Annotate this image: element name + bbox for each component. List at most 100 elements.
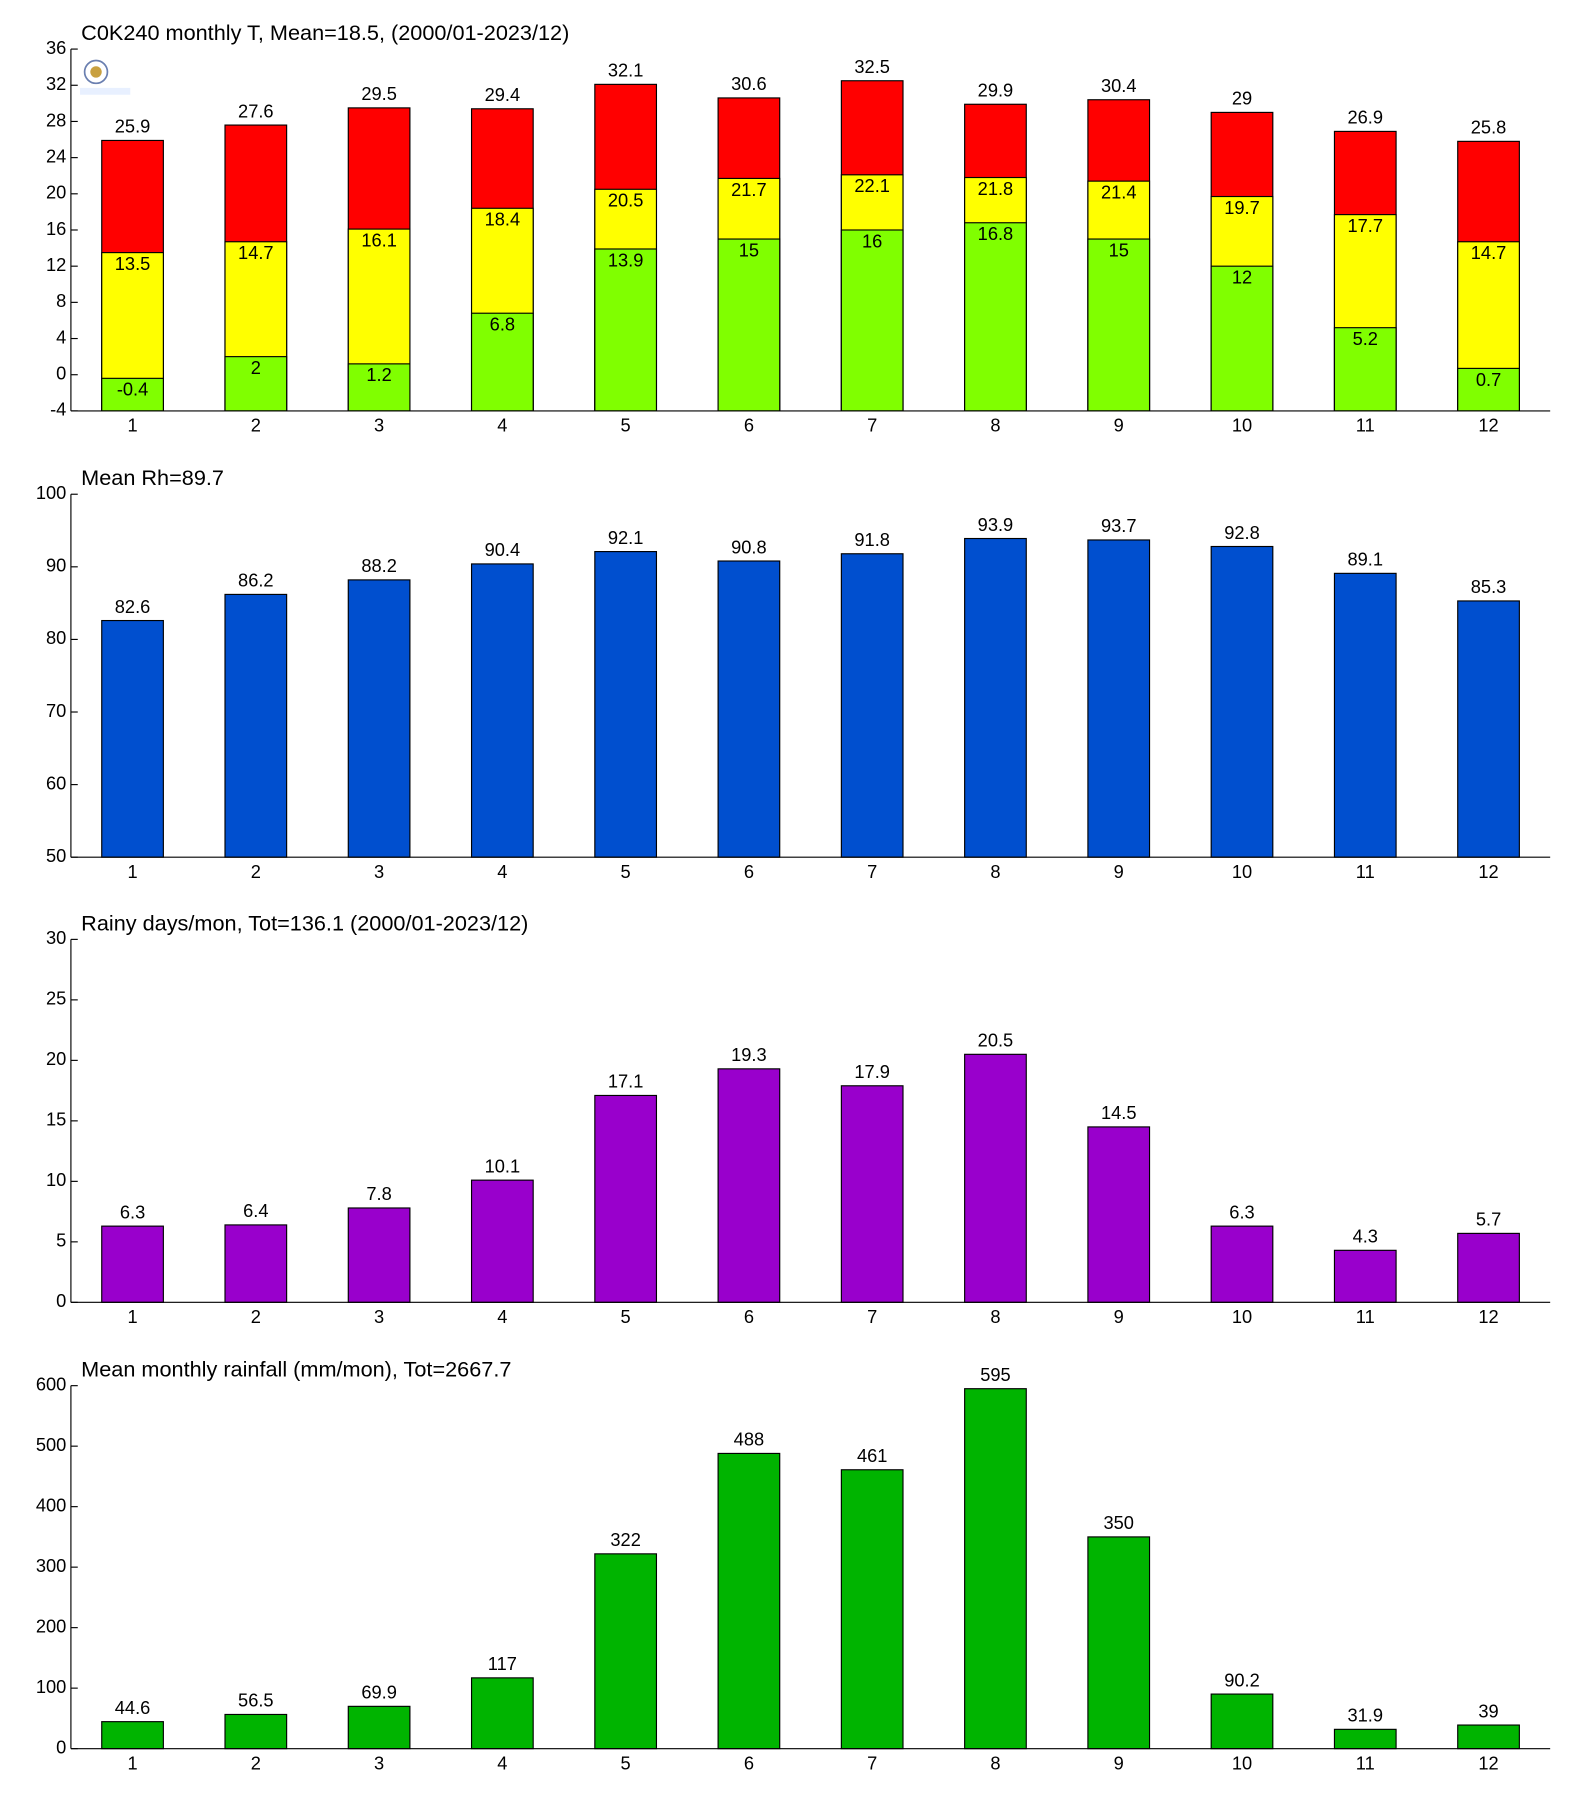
value-label: 93.7 — [1101, 515, 1137, 536]
x-tick-label: 9 — [1114, 1752, 1124, 1773]
x-tick-label: 1 — [127, 1752, 137, 1773]
x-tick-label: 3 — [374, 861, 384, 882]
bar — [1457, 1232, 1520, 1303]
bar — [717, 1068, 781, 1303]
value-label: 32.5 — [854, 56, 890, 77]
value-label: 15 — [1109, 239, 1129, 260]
x-tick-label: 3 — [374, 1306, 384, 1327]
x-tick-label: 4 — [497, 1752, 507, 1773]
x-tick-label: 12 — [1478, 1306, 1498, 1327]
value-label: 29.9 — [978, 80, 1014, 101]
value-label: 85.3 — [1471, 576, 1507, 597]
y-tick-label: 15 — [46, 1109, 66, 1130]
bar — [594, 1553, 658, 1750]
bar — [594, 1094, 658, 1303]
bar — [964, 537, 1027, 858]
x-tick-label: 4 — [497, 861, 507, 882]
value-label: 32.1 — [608, 60, 644, 81]
bar — [224, 1224, 288, 1303]
value-label: 322 — [610, 1529, 640, 1550]
y-tick-label: 400 — [36, 1494, 66, 1515]
value-label: 14.5 — [1101, 1102, 1137, 1123]
value-label: 30.6 — [731, 73, 767, 94]
y-tick-label: 36 — [46, 37, 66, 58]
bar — [470, 312, 534, 412]
value-label: 21.7 — [731, 179, 767, 200]
y-tick-label: 500 — [36, 1434, 66, 1455]
value-label: 18.4 — [485, 209, 521, 230]
y-tick-label: 12 — [46, 254, 66, 275]
value-label: 20.5 — [978, 1030, 1014, 1051]
y-tick-label: 5 — [56, 1230, 66, 1251]
y-tick-label: 32 — [46, 73, 66, 94]
bar — [101, 619, 164, 858]
value-label: 10.1 — [485, 1155, 521, 1176]
x-tick-label: 12 — [1478, 415, 1498, 436]
x-tick-label: 1 — [127, 415, 137, 436]
value-label: 92.8 — [1224, 522, 1260, 543]
bar — [717, 560, 781, 858]
x-tick-label: 9 — [1114, 861, 1124, 882]
bar — [1210, 265, 1274, 412]
value-label: 56.5 — [238, 1690, 274, 1711]
value-label: 86.2 — [238, 570, 274, 591]
x-tick-label: 5 — [621, 415, 631, 436]
value-label: 22.1 — [854, 175, 890, 196]
value-label: 1.2 — [366, 364, 391, 385]
bar — [1210, 545, 1274, 858]
x-tick-label: 6 — [744, 415, 754, 436]
value-label: 31.9 — [1348, 1705, 1384, 1726]
x-tick-label: 12 — [1478, 1752, 1498, 1773]
y-tick-label: -4 — [50, 399, 66, 420]
value-label: 91.8 — [854, 529, 890, 550]
bar — [1210, 1225, 1274, 1303]
x-tick-label: 4 — [497, 415, 507, 436]
bar — [470, 1179, 534, 1303]
value-label: 19.3 — [731, 1044, 767, 1065]
bar — [1333, 572, 1397, 858]
x-tick-label: 3 — [374, 415, 384, 436]
bar — [1333, 1249, 1397, 1303]
x-tick-label: 7 — [867, 415, 877, 436]
x-tick-label: 5 — [621, 861, 631, 882]
value-label: 17.7 — [1348, 215, 1384, 236]
bar — [1087, 1536, 1151, 1750]
value-label: 29 — [1232, 88, 1252, 109]
value-label: 25.8 — [1471, 117, 1507, 138]
value-label: 350 — [1103, 1512, 1133, 1533]
value-label: 13.9 — [608, 249, 644, 270]
bar — [717, 238, 781, 412]
x-tick-label: 8 — [990, 1752, 1000, 1773]
y-tick-label: 20 — [46, 182, 66, 203]
y-tick-label: 0 — [56, 1736, 66, 1757]
value-label: 17.1 — [608, 1071, 644, 1092]
y-tick-label: 28 — [46, 109, 66, 130]
y-tick-label: 600 — [36, 1373, 66, 1394]
bar — [1333, 327, 1397, 412]
x-tick-label: 5 — [621, 1306, 631, 1327]
y-tick-label: 70 — [46, 700, 66, 721]
x-tick-label: 10 — [1232, 415, 1252, 436]
bar — [594, 551, 658, 858]
bar — [1333, 1728, 1397, 1750]
y-tick-label: 80 — [46, 627, 66, 648]
value-label: 4.3 — [1353, 1226, 1378, 1247]
x-tick-label: 11 — [1356, 415, 1375, 436]
value-label: 88.2 — [361, 555, 397, 576]
value-label: 90.2 — [1224, 1669, 1260, 1690]
y-tick-label: 100 — [36, 482, 66, 503]
y-tick-label: 30 — [46, 927, 66, 948]
value-label: 26.9 — [1348, 107, 1384, 128]
value-label: 44.6 — [115, 1697, 151, 1718]
x-tick-label: 11 — [1356, 1306, 1375, 1327]
bar — [224, 593, 288, 858]
bar — [840, 553, 904, 858]
x-tick-label: 2 — [251, 861, 261, 882]
x-tick-label: 7 — [867, 1752, 877, 1773]
value-label: 92.1 — [608, 527, 644, 548]
bar — [594, 248, 658, 412]
x-tick-label: 2 — [251, 1752, 261, 1773]
x-tick-label: 10 — [1232, 1306, 1252, 1327]
value-label: 29.4 — [485, 84, 521, 105]
value-label: 2 — [251, 357, 261, 378]
